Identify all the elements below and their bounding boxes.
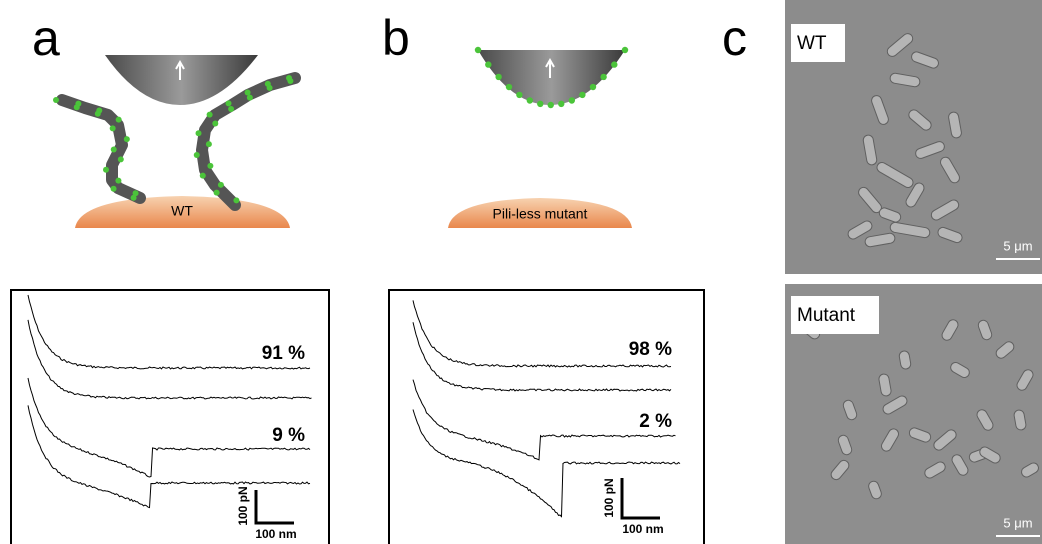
pilin-dot <box>207 163 213 169</box>
pilin-dot <box>110 125 116 131</box>
force-curve <box>28 378 310 477</box>
pilin-dot <box>53 97 59 103</box>
percentage: 98 % <box>629 339 672 360</box>
scale-label: 100 pN <box>602 478 616 517</box>
panel-label: b <box>382 10 410 66</box>
scale-bar <box>622 478 660 518</box>
pilin-dot <box>116 117 122 123</box>
pilin-dot <box>600 74 606 80</box>
scale-label: 5 μm <box>1003 238 1032 253</box>
surface-label: WT <box>171 203 193 219</box>
pilin-dot <box>569 97 575 103</box>
pilin-dot <box>590 84 596 90</box>
pilin-dot <box>74 104 80 110</box>
pilin-dot <box>111 186 117 192</box>
pilin-dot <box>537 101 543 107</box>
pilin-dot <box>194 152 200 158</box>
scale-bar <box>256 490 294 523</box>
pilin-dot <box>247 95 253 101</box>
pilin-dot <box>214 190 220 196</box>
pilin-dot <box>115 178 121 184</box>
surface-label: Pili-less mutant <box>493 206 588 222</box>
image-label: Mutant <box>797 305 856 326</box>
pilin-dot <box>579 92 585 98</box>
pilin-dot <box>611 61 617 67</box>
pilin-dot <box>267 85 273 91</box>
percentage: 2 % <box>639 411 672 432</box>
pilin-dot <box>226 100 232 106</box>
pilin-dot <box>212 121 218 127</box>
panel-label: a <box>32 10 60 66</box>
scale-label: 5 μm <box>1003 515 1032 530</box>
image-label: WT <box>797 33 827 54</box>
figure-canvas: a b c WT Pili-less mutant 91 % 9 % 98 % … <box>0 0 1042 544</box>
pilin-dot <box>218 182 224 188</box>
pilin-dot <box>206 141 212 147</box>
pilin-dot <box>245 89 251 95</box>
pilin-dot <box>475 47 481 53</box>
pilin-dot <box>233 197 239 203</box>
pilin-dot <box>111 147 117 153</box>
curve-box <box>11 290 329 544</box>
percentage: 91 % <box>262 343 305 364</box>
pilin-dot <box>207 112 213 118</box>
pilus <box>62 100 140 198</box>
pilin-dot <box>124 136 130 142</box>
pilin-dot <box>118 156 124 162</box>
pilin-dot <box>516 92 522 98</box>
pilin-dot <box>287 78 293 84</box>
scale-label: 100 pN <box>236 486 250 525</box>
scale-label: 100 nm <box>255 527 296 541</box>
pilin-dot <box>228 106 234 112</box>
figure: a b c WT Pili-less mutant 91 % 9 % 98 % … <box>0 0 1042 544</box>
pilin-dot <box>103 167 109 173</box>
pilin-dot <box>200 173 206 179</box>
pilin-dot <box>485 61 491 67</box>
scale-label: 100 nm <box>622 522 663 536</box>
pilin-dot <box>622 47 628 53</box>
pilin-dot <box>506 84 512 90</box>
pilin-dot <box>527 97 533 103</box>
pilin-dot <box>558 101 564 107</box>
pilin-dot <box>548 102 554 108</box>
pilin-dot <box>131 195 137 201</box>
force-curve <box>28 405 310 507</box>
percentage: 9 % <box>272 425 305 446</box>
pilin-dot <box>95 111 101 117</box>
panel-label: c <box>722 10 747 66</box>
pilin-dot <box>495 74 501 80</box>
pilin-dot <box>196 130 202 136</box>
force-curve <box>413 380 676 460</box>
